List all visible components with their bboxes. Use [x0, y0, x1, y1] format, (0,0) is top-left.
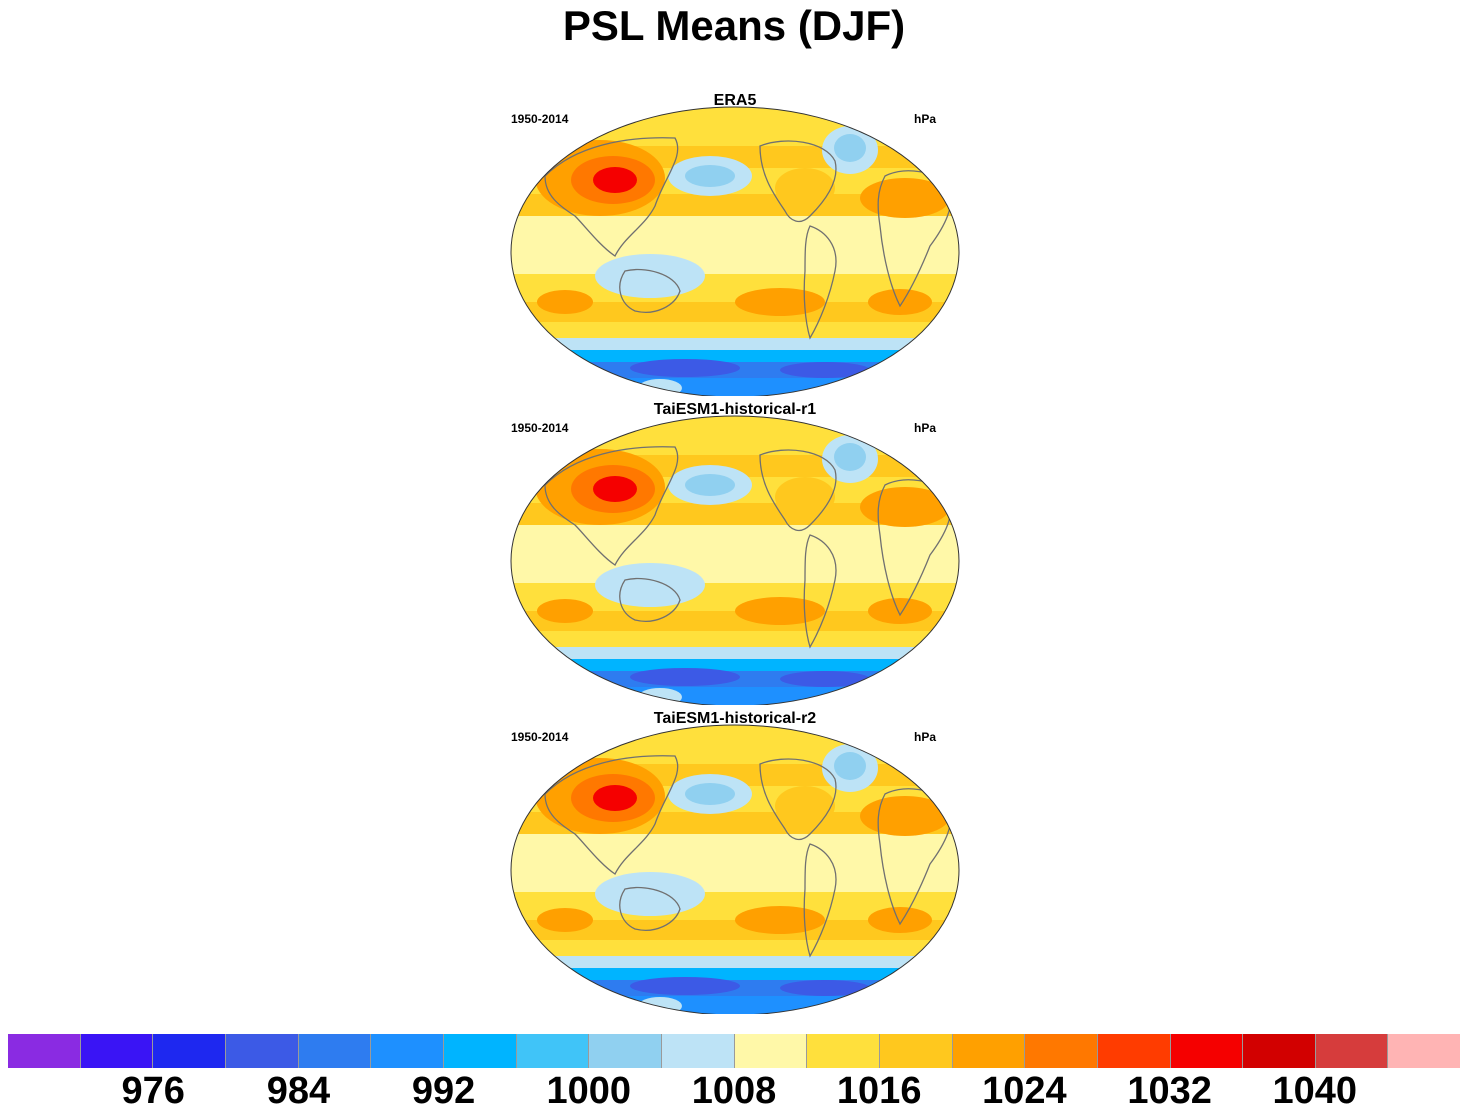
colorbar-box — [443, 1034, 517, 1068]
colorbar-box — [1170, 1034, 1244, 1068]
colorbar-tick-label: 1040 — [1272, 1070, 1358, 1112]
period-label: 1950-2014 — [511, 112, 569, 126]
colorbar-box — [8, 1034, 81, 1068]
colorbar-box — [153, 1034, 226, 1068]
colorbar-box — [589, 1034, 662, 1068]
colorbar-box — [1025, 1034, 1098, 1068]
colorbar-box — [952, 1034, 1026, 1068]
colorbar-tick-label: 1016 — [836, 1070, 922, 1112]
colorbar-box — [661, 1034, 735, 1068]
colorbar — [8, 1034, 1461, 1068]
colorbar-box — [371, 1034, 444, 1068]
colorbar-tick-label: 984 — [266, 1070, 331, 1112]
colorbar-box — [807, 1034, 880, 1068]
colorbar-box — [298, 1034, 372, 1068]
panel-title: ERA5 — [713, 92, 757, 109]
colorbar-tick-label: 1008 — [691, 1070, 777, 1112]
colorbar-box — [734, 1034, 808, 1068]
panel-title: TaiESM1-historical-r1 — [653, 401, 817, 418]
panel-title: TaiESM1-historical-r2 — [653, 710, 817, 727]
units-label: hPa — [914, 730, 937, 744]
colorbar-tick-label: 992 — [411, 1070, 476, 1112]
panel-r1: TaiESM1-historical-r1 1950-2014 hPa — [505, 401, 965, 705]
colorbar-tick-label: 1000 — [546, 1070, 632, 1112]
colorbar-box — [80, 1034, 154, 1068]
colorbar-tick-label: 1024 — [982, 1070, 1067, 1112]
panel-era5: ERA5 1950-2014 hPa — [505, 92, 965, 396]
psl-map — [510, 106, 960, 396]
period-label: 1950-2014 — [511, 730, 569, 744]
colorbar-box — [879, 1034, 953, 1068]
psl-map — [510, 724, 960, 1014]
colorbar-labels: 976 984 992 1000 1008 1016 1024 1032 1040 — [0, 1068, 1468, 1117]
colorbar-tick-label: 976 — [121, 1070, 185, 1112]
colorbar-box — [225, 1034, 299, 1068]
colorbar-box — [1388, 1034, 1461, 1068]
panel-r2: TaiESM1-historical-r2 1950-2014 hPa — [505, 710, 965, 1014]
psl-map — [510, 415, 960, 705]
colorbar-box — [516, 1034, 590, 1068]
figure-title: PSL Means (DJF) — [562, 2, 906, 49]
period-label: 1950-2014 — [511, 421, 569, 435]
colorbar-box — [1097, 1034, 1171, 1068]
units-label: hPa — [914, 112, 937, 126]
colorbar-box — [1243, 1034, 1316, 1068]
units-label: hPa — [914, 421, 937, 435]
colorbar-box — [1315, 1034, 1389, 1068]
colorbar-tick-label: 1032 — [1127, 1070, 1212, 1112]
